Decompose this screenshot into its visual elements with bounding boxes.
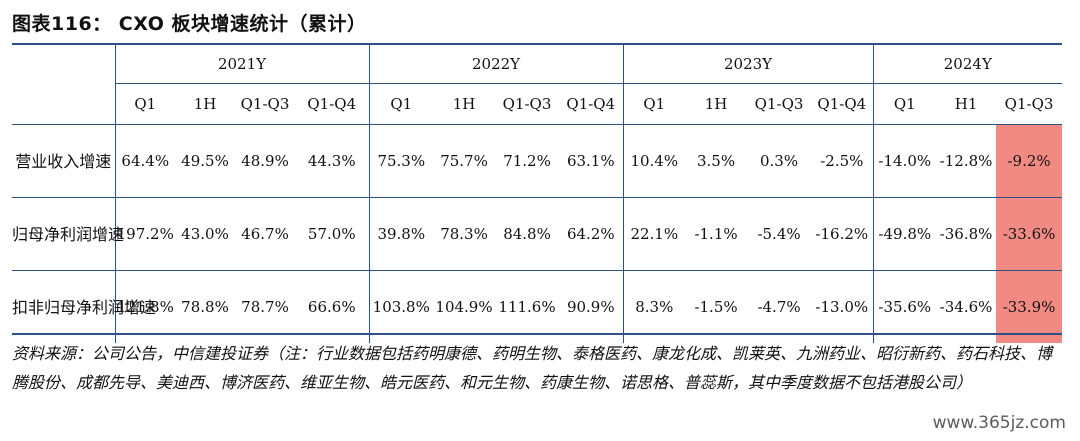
table-cell: 63.1% — [559, 124, 624, 198]
quarter-header: Q1-Q3 — [495, 83, 560, 125]
table-cell: 75.7% — [433, 124, 496, 198]
highlighted-cell: -33.6% — [996, 197, 1063, 271]
quarter-header: Q1-Q3 — [996, 83, 1063, 125]
table-row-revenue: 营业收入增速 64.4% 49.5% 48.9% 44.3% 75.3% 75.… — [12, 124, 1063, 198]
table-cell: -49.8% — [873, 197, 937, 271]
row-label: 归母净利润增速 — [12, 197, 124, 271]
table-cell: 8.3% — [635, 298, 674, 316]
quarter-header-row: Q1 1H Q1-Q3 Q1-Q4 Q1 1H Q1-Q3 Q1-Q4 Q1 1… — [12, 83, 1063, 125]
table-cell: 121.8% — [116, 298, 174, 316]
quarter-header: Q1-Q3 — [235, 83, 295, 125]
quarter-header: Q1 — [369, 83, 434, 125]
table-cell: 48.9% — [235, 124, 295, 198]
table-cell: -1.1% — [685, 197, 748, 271]
table-cell: 78.8% — [181, 298, 229, 316]
table-cell: 111.6% — [498, 298, 556, 316]
table-cell: -4.7% — [757, 298, 801, 316]
table-cell: 197.2% — [115, 197, 175, 271]
table-row-adjusted-net-profit: 扣非归母净利润增速 121.8% 78.8% 78.7% 66.6% 103.8… — [12, 270, 1063, 343]
quarter-header: Q1 — [623, 83, 686, 125]
year-2023: 2023Y — [623, 45, 874, 84]
table-cell: 84.8% — [495, 197, 560, 271]
year-header-row: 2021Y 2022Y 2023Y 2024Y — [12, 45, 1063, 84]
table-cell: -16.2% — [811, 197, 874, 271]
table-row-net-profit: 归母净利润增速 197.2% 43.0% 46.7% 57.0% 39.8% 7… — [12, 197, 1063, 271]
table-cell: 64.4% — [115, 124, 175, 198]
table-cell: 43.0% — [175, 197, 235, 271]
quarter-header: Q1 — [873, 83, 937, 125]
quarter-header: Q1-Q4 — [295, 83, 370, 125]
table-cell: 78.3% — [433, 197, 496, 271]
quarter-header: Q1-Q4 — [559, 83, 624, 125]
quarter-header: Q1-Q3 — [747, 83, 812, 125]
year-2021: 2021Y — [115, 45, 370, 84]
figure-title: 图表116： CXO 板块增速统计（累计） — [12, 13, 367, 35]
top-rule — [12, 43, 1062, 45]
table-cell: -2.5% — [811, 124, 874, 198]
table-cell: 39.8% — [369, 197, 434, 271]
table-cell: -12.8% — [936, 124, 997, 198]
table-cell: 10.4% — [623, 124, 686, 198]
table-cell: -36.8% — [936, 197, 997, 271]
quarter-header: 1H — [685, 83, 748, 125]
table-cell: -34.6% — [939, 298, 993, 316]
watermark: www.365jz.com — [932, 413, 1066, 433]
table-cell: 0.3% — [747, 124, 812, 198]
table-cell: 78.7% — [241, 298, 289, 316]
quarter-header: Q1 — [115, 83, 175, 125]
table-cell: 71.2% — [495, 124, 560, 198]
table-cell: 66.6% — [295, 270, 370, 343]
table-cell: -1.5% — [694, 298, 738, 316]
table-cell: 103.8% — [372, 298, 430, 316]
table-cell: 64.2% — [559, 197, 624, 271]
highlighted-cell: -9.2% — [996, 124, 1063, 198]
year-2024: 2024Y — [873, 45, 1063, 84]
table-cell: 44.3% — [295, 124, 370, 198]
table-cell: 49.5% — [175, 124, 235, 198]
highlighted-cell: -33.9% — [996, 270, 1063, 343]
source-note: 资料来源：公司公告，中信建投证券（注：行业数据包括药明康德、药明生物、泰格医药、… — [12, 344, 1053, 392]
table-cell: 75.3% — [369, 124, 434, 198]
row-label: 营业收入增速 — [12, 124, 116, 198]
table-cell: -35.6% — [878, 298, 932, 316]
quarter-header: 1H — [175, 83, 235, 125]
table-cell: -5.4% — [747, 197, 812, 271]
table-cell: 46.7% — [235, 197, 295, 271]
year-2022: 2022Y — [369, 45, 624, 84]
growth-table: 2021Y 2022Y 2023Y 2024Y Q1 1H Q1-Q3 Q1-Q… — [12, 45, 1063, 343]
table-cell: 22.1% — [623, 197, 686, 271]
corner-cell — [12, 45, 116, 84]
table-cell: -13.0% — [811, 270, 874, 343]
bottom-rule — [12, 333, 1062, 335]
corner-cell-2 — [12, 83, 116, 125]
table-cell: 3.5% — [685, 124, 748, 198]
quarter-header: 1H — [433, 83, 496, 125]
table-cell: 90.9% — [559, 270, 624, 343]
quarter-header: Q1-Q4 — [811, 83, 874, 125]
table-cell: 57.0% — [295, 197, 370, 271]
table-cell: 104.9% — [435, 298, 493, 316]
table-cell: -14.0% — [873, 124, 937, 198]
quarter-header: H1 — [936, 83, 997, 125]
